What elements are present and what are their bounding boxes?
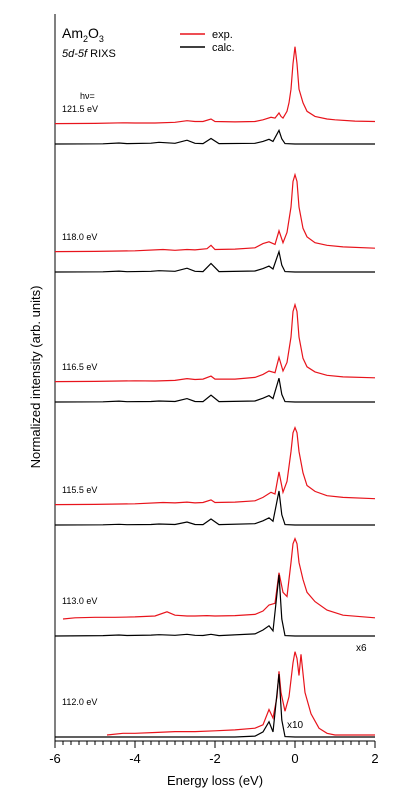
panel-energy-label: 121.5 eV <box>62 104 98 114</box>
x-tick-label: -4 <box>129 751 141 766</box>
title-sub1: 2 <box>83 34 88 44</box>
calc-curve-0 <box>55 128 375 145</box>
x-tick-label: -2 <box>209 751 221 766</box>
scale-factor-label: x6 <box>356 643 367 654</box>
exp-curve-2 <box>55 302 375 383</box>
hv-label: hν= <box>80 91 95 101</box>
chart-title-line1: Am2O3 <box>62 25 104 44</box>
panel-energy-label: 113.0 eV <box>62 596 97 606</box>
calc-curve-2 <box>55 378 375 403</box>
exp-curve-0 <box>55 46 375 125</box>
title-sub2: 3 <box>99 34 104 44</box>
x-axis-ticks: -6 -4 -2 0 2 <box>49 741 379 766</box>
x-tick-label: -6 <box>49 751 61 766</box>
panel-energy-label: 116.5 eV <box>62 362 97 372</box>
legend: exp. calc. <box>180 29 235 54</box>
calc-curve-1 <box>55 249 375 273</box>
panel-energy-label: 115.5 eV <box>62 485 97 495</box>
calc-curve-4 <box>55 574 375 637</box>
title-rest-part: RIXS <box>87 48 116 60</box>
title-prefix: Am <box>62 25 83 41</box>
calc-curve-5 <box>55 674 375 738</box>
exp-curve-3 <box>55 426 375 506</box>
title-italic-part: 5d-5f <box>62 48 88 60</box>
panel-labels: 121.5 eV 118.0 eV 116.5 eV 115.5 eV 113.0 eV… <box>62 104 367 731</box>
scale-factor-label: x10 <box>287 720 304 731</box>
chart-title-line2: 5d-5f RIXS <box>62 48 116 60</box>
panel-energy-label: 118.0 eV <box>62 232 97 242</box>
title-mid: O <box>88 25 99 41</box>
legend-calc-label: calc. <box>212 42 235 54</box>
x-tick-label: 0 <box>291 751 298 766</box>
y-axis-label: Normalized intensity (arb. units) <box>28 286 43 469</box>
curves-group <box>55 46 375 738</box>
exp-curve-5 <box>106 651 375 736</box>
x-axis-label: Energy loss (eV) <box>167 773 263 788</box>
exp-curve-1 <box>55 172 375 253</box>
calc-curve-3 <box>55 490 375 526</box>
panel-energy-label: 112.0 eV <box>62 697 97 707</box>
x-tick-label: 2 <box>371 751 378 766</box>
exp-curve-4 <box>62 537 375 620</box>
legend-exp-label: exp. <box>212 29 233 41</box>
